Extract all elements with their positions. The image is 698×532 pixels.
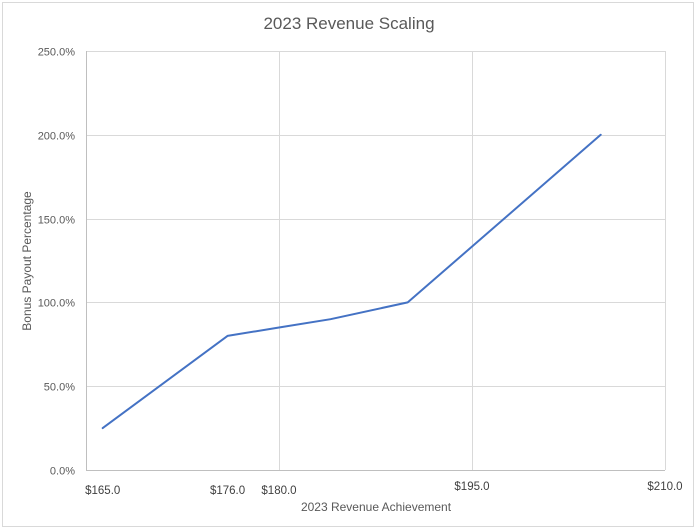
- chart-title: 2023 Revenue Scaling: [263, 14, 434, 33]
- y-tick-label: 250.0%: [38, 47, 76, 59]
- y-tick-label: 0.0%: [50, 466, 75, 478]
- x-tick-label: $180.0: [261, 485, 296, 497]
- x-tick-label: $165.0: [85, 485, 120, 497]
- x-axis-title: 2023 Revenue Achievement: [301, 500, 452, 514]
- y-axis-title: Bonus Payout Percentage: [20, 191, 34, 331]
- y-tick-label: 200.0%: [38, 131, 76, 143]
- data-series: [101, 133, 602, 430]
- y-tick-label: 100.0%: [38, 298, 76, 310]
- x-tick-label: $176.0: [210, 485, 245, 497]
- x-tick-label: $195.0: [454, 481, 489, 493]
- chart-frame: [2, 2, 694, 527]
- x-tick-label: $210.0: [647, 481, 682, 493]
- x-axis-tick-labels: $165.0 $176.0 $180.0 $195.0 $210.0: [85, 481, 682, 497]
- y-axis-tick-labels: 0.0% 50.0% 100.0% 150.0% 200.0% 250.0%: [38, 47, 76, 478]
- series-line: [101, 133, 602, 430]
- y-tick-label: 150.0%: [38, 215, 76, 227]
- y-tick-label: 50.0%: [44, 382, 75, 394]
- y-gridlines: [86, 51, 665, 471]
- x-gridlines: [86, 51, 666, 470]
